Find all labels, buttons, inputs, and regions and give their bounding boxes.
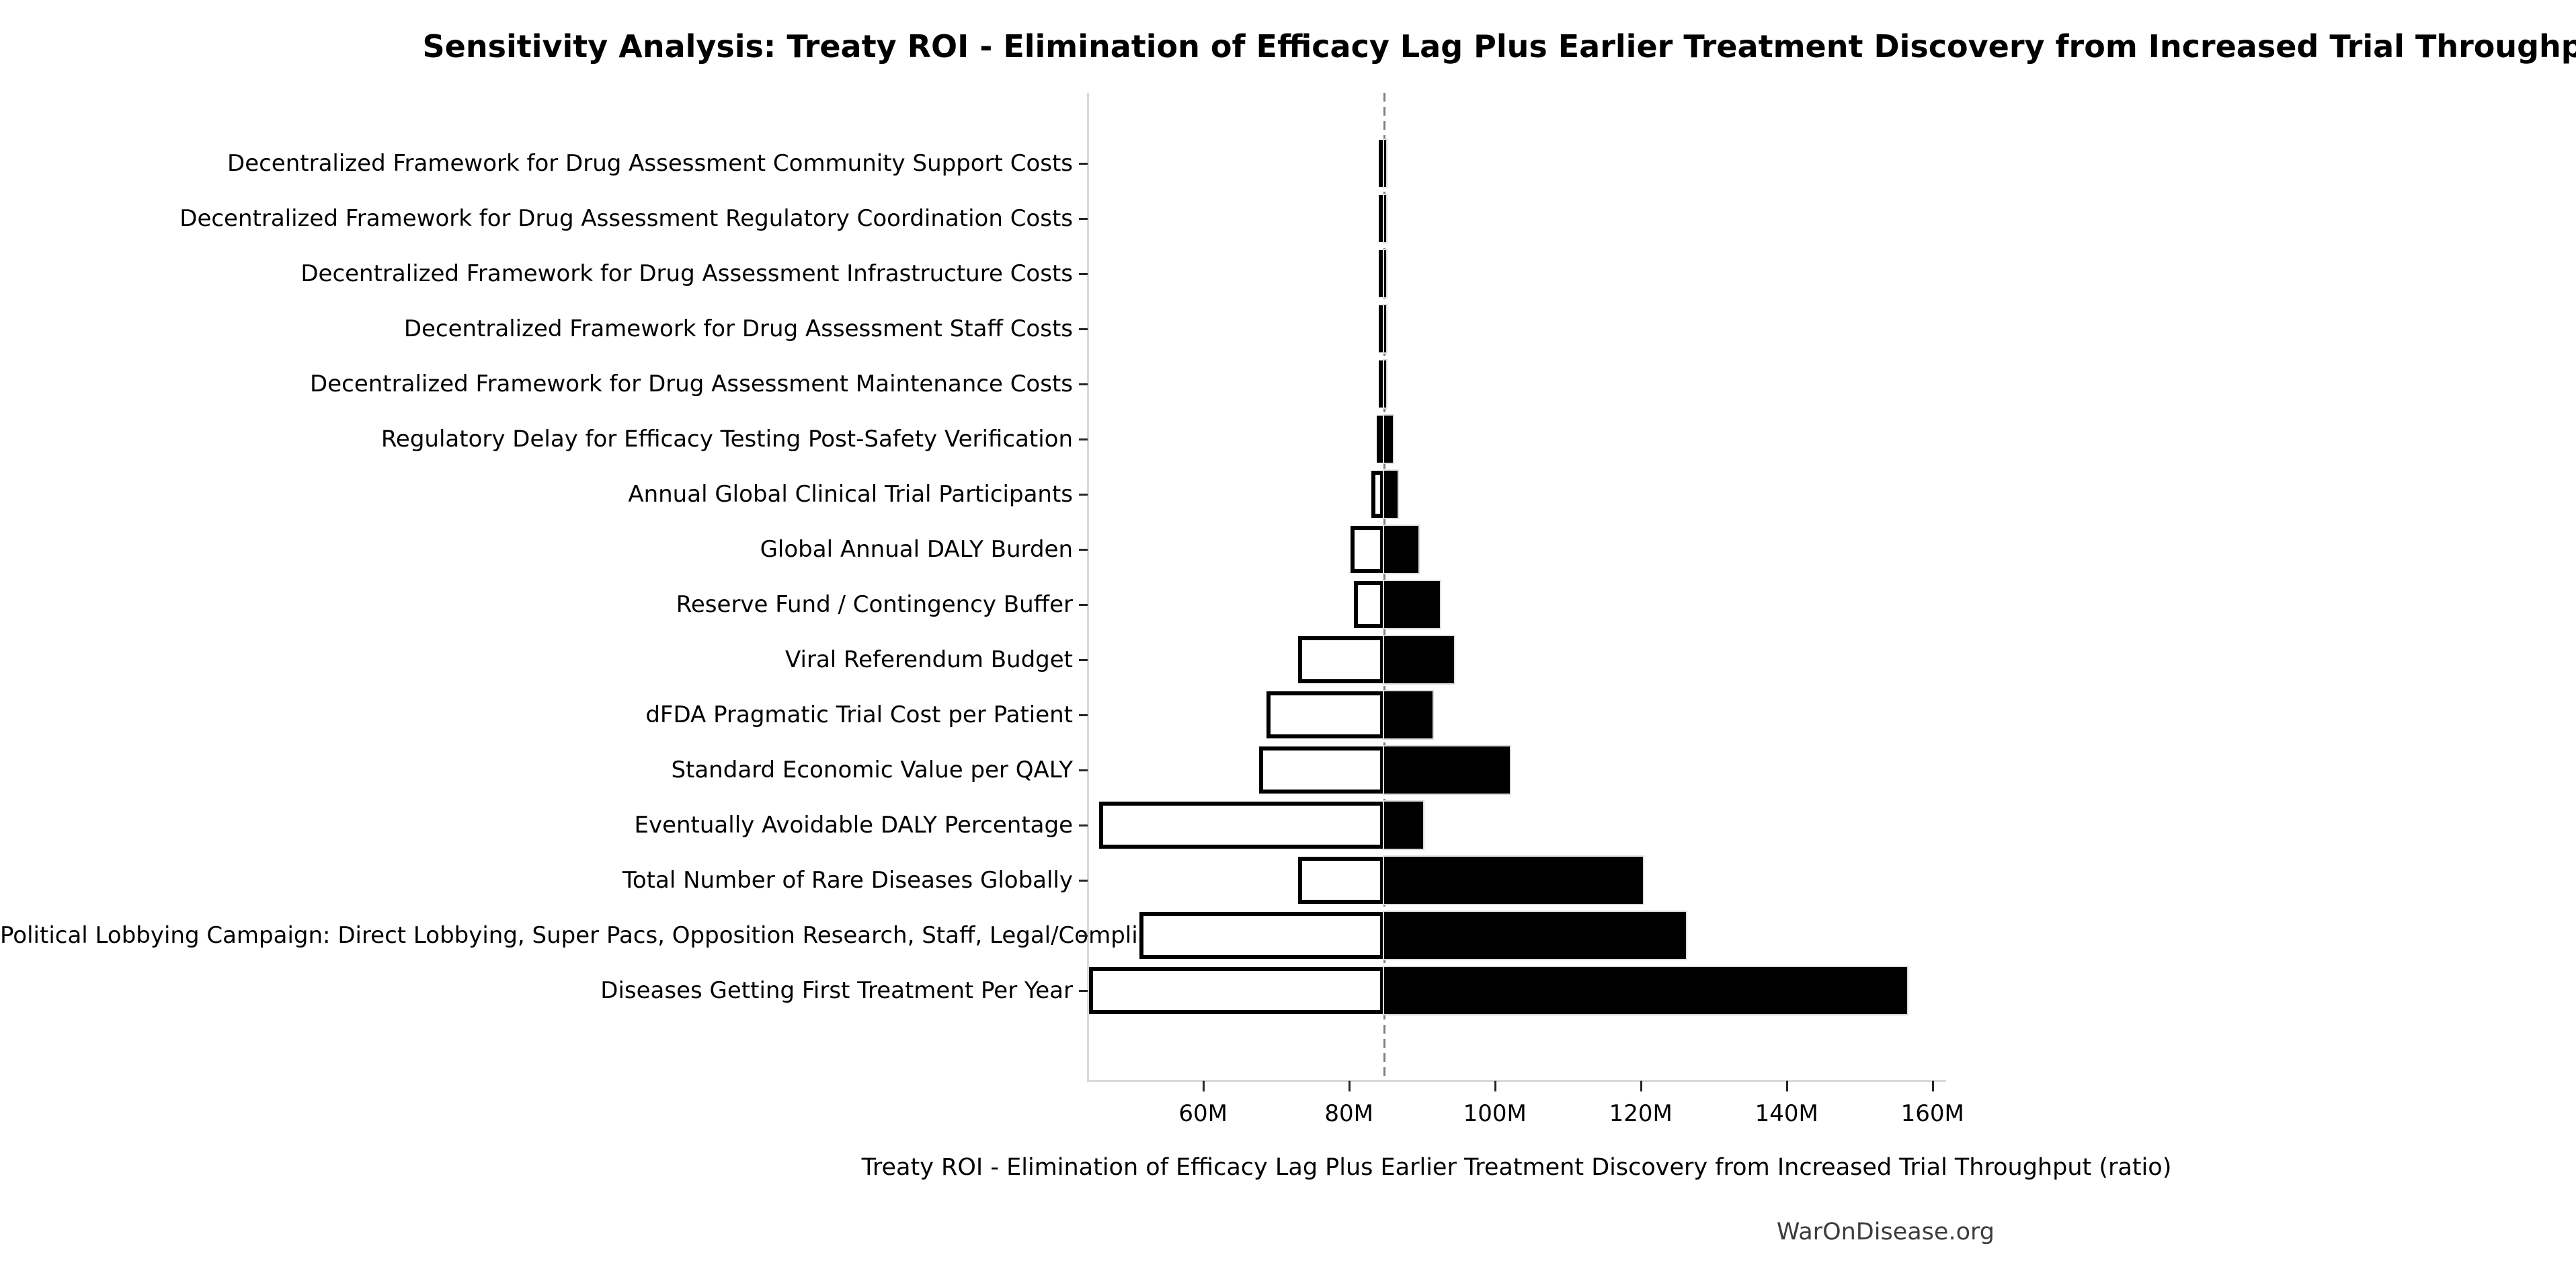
- x-tick-mark: [1931, 1081, 1934, 1091]
- x-tick-mark: [1785, 1081, 1788, 1091]
- high-bar: [1383, 746, 1511, 794]
- y-axis-left-spine: [1087, 93, 1089, 1081]
- high-bar: [1383, 250, 1386, 297]
- y-tick-mark: [1079, 935, 1088, 937]
- chart-title: Sensitivity Analysis: Treaty ROI - Elimi…: [422, 28, 2576, 65]
- y-tick-mark: [1079, 328, 1088, 330]
- high-bar: [1383, 912, 1686, 959]
- y-tick-mark: [1079, 273, 1088, 275]
- y-tick-mark: [1079, 218, 1088, 220]
- category-label: Decentralized Framework for Drug Assessm…: [227, 150, 1073, 177]
- x-tick-label: 80M: [1324, 1100, 1373, 1127]
- x-tick-label: 160M: [1900, 1100, 1964, 1127]
- x-tick-label: 120M: [1609, 1100, 1673, 1127]
- high-bar: [1383, 195, 1386, 242]
- low-bar: [1354, 581, 1384, 628]
- x-tick-mark: [1640, 1081, 1642, 1091]
- high-bar: [1383, 471, 1398, 518]
- high-bar: [1383, 526, 1418, 573]
- high-bar: [1383, 305, 1386, 352]
- category-label: Decentralized Framework for Drug Assessm…: [179, 205, 1073, 232]
- category-label: Political Lobbying Campaign: Direct Lobb…: [0, 922, 1193, 949]
- x-tick-mark: [1348, 1081, 1351, 1091]
- high-bar: [1383, 802, 1424, 849]
- category-label: Decentralized Framework for Drug Assessm…: [403, 315, 1073, 342]
- low-bar: [1297, 857, 1384, 904]
- low-bar: [1266, 691, 1384, 738]
- y-tick-mark: [1079, 438, 1088, 440]
- low-bar: [1139, 912, 1384, 959]
- category-label: Decentralized Framework for Drug Assessm…: [300, 260, 1073, 287]
- category-label: Total Number of Rare Diseases Globally: [622, 867, 1073, 894]
- high-bar: [1383, 416, 1393, 463]
- y-tick-mark: [1079, 383, 1088, 385]
- category-label: Eventually Avoidable DALY Percentage: [634, 812, 1073, 839]
- x-axis-bottom-spine: [1087, 1080, 1946, 1082]
- low-bar: [1371, 471, 1384, 518]
- y-tick-mark: [1079, 163, 1088, 165]
- category-label: Standard Economic Value per QALY: [671, 757, 1073, 783]
- x-tick-label: 140M: [1755, 1100, 1818, 1127]
- low-bar: [1089, 967, 1384, 1014]
- category-label: Viral Referendum Budget: [785, 646, 1073, 673]
- high-bar: [1383, 636, 1454, 683]
- category-label: Reserve Fund / Contingency Buffer: [676, 591, 1073, 618]
- high-bar: [1383, 857, 1643, 904]
- category-label: Global Annual DALY Burden: [760, 536, 1073, 563]
- y-tick-mark: [1079, 824, 1088, 826]
- x-tick-label: 60M: [1178, 1100, 1227, 1127]
- y-tick-mark: [1079, 494, 1088, 496]
- high-bar: [1383, 140, 1386, 187]
- x-tick-label: 100M: [1463, 1100, 1527, 1127]
- y-tick-mark: [1079, 880, 1088, 882]
- x-axis-label: Treaty ROI - Elimination of Efficacy Lag…: [861, 1154, 2172, 1181]
- y-tick-mark: [1079, 769, 1088, 771]
- low-bar: [1350, 526, 1384, 573]
- x-tick-mark: [1494, 1081, 1496, 1091]
- low-bar: [1376, 416, 1385, 463]
- high-bar: [1383, 967, 1907, 1014]
- high-bar: [1383, 691, 1433, 738]
- watermark-text: WarOnDisease.org: [1776, 1219, 1995, 1245]
- category-label: Annual Global Clinical Trial Participant…: [628, 481, 1073, 508]
- y-tick-mark: [1079, 549, 1088, 551]
- y-tick-mark: [1079, 990, 1088, 992]
- category-label: Diseases Getting First Treatment Per Yea…: [600, 977, 1073, 1004]
- category-label: Decentralized Framework for Drug Assessm…: [310, 371, 1073, 397]
- high-bar: [1383, 360, 1387, 408]
- y-tick-mark: [1079, 659, 1088, 661]
- category-label: Regulatory Delay for Efficacy Testing Po…: [380, 426, 1073, 453]
- y-tick-mark: [1079, 714, 1088, 716]
- x-tick-mark: [1202, 1081, 1205, 1091]
- category-label: dFDA Pragmatic Trial Cost per Patient: [645, 701, 1073, 728]
- low-bar: [1297, 636, 1384, 683]
- low-bar: [1098, 802, 1384, 849]
- low-bar: [1259, 746, 1384, 794]
- y-tick-mark: [1079, 604, 1088, 606]
- high-bar: [1383, 581, 1441, 628]
